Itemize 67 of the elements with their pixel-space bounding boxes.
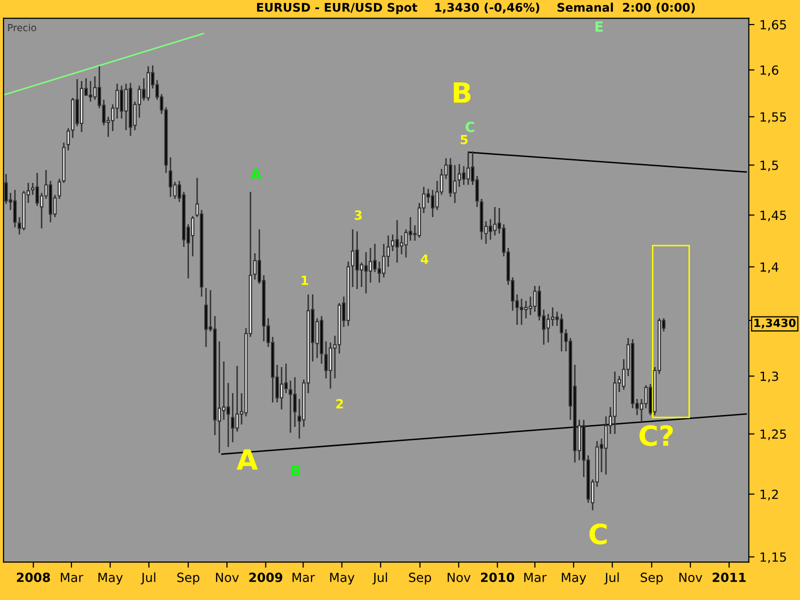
candlestick [58,178,62,200]
annotation: C [589,524,607,545]
x-tick-label: Nov [679,572,702,582]
annotation: E [596,21,603,32]
candlestick [324,340,328,380]
y-tick-label: 1,6 [760,65,778,76]
chart-title: EURUSD - EUR/USD Spot 1,3430 (-0,46%) Semanal 2:00 (0:00) [257,2,695,14]
x-tick-label: Sep [409,572,432,585]
annotation: A [236,449,258,470]
x-tick-label: 2009 [249,572,282,582]
x-tick-label: Mar [60,572,84,582]
candlestick [13,189,17,228]
y-tick-label: 1,65 [760,20,786,31]
x-tick-label: Jul [604,572,619,584]
candlestick [364,251,368,294]
candlestick [328,342,332,390]
candlestick [66,128,70,152]
x-tick-label: 2008 [16,572,50,582]
y-tick-label: 1,2 [760,490,778,500]
x-tick-label: Mar [524,572,547,582]
x-tick-label: May [330,572,354,585]
x-tick-label: Jul [140,572,156,584]
candlestick [88,80,92,102]
y-tick-label: 1,55 [760,112,786,123]
annotation: B [454,82,470,103]
x-tick-label: Sep [640,572,663,585]
candlestick [120,84,124,120]
annotation: 4 [420,254,428,264]
annotation: C? [640,425,673,446]
x-tick-label: Nov [448,572,471,582]
candlestick [604,416,608,476]
x-tick-label: Jul [372,572,387,584]
candlestick [408,216,412,242]
candlestick [520,298,524,326]
annotation: 3 [354,210,362,220]
y-tick-label: 1,25 [760,429,786,440]
y-tick-label: 1,3 [760,372,778,382]
annotation: B [292,465,300,476]
y-tick-label: 1,5 [760,160,778,172]
y-tick-label: 1,45 [760,210,786,222]
x-tick-label: May [98,572,123,585]
candlestick [168,156,172,198]
annotation: C [466,122,474,132]
candlestick [400,234,404,255]
text: 1,3430 [754,318,796,329]
x-tick-label: Nov [216,572,239,582]
candlestick [280,366,284,410]
x-tick-label: Sep [177,572,200,585]
candlestick [288,380,292,434]
candlestick [404,228,408,258]
candlestick [204,287,208,348]
x-tick-label: 2010 [481,572,514,582]
candlestick [368,247,372,284]
x-tick-label: 2011 [712,572,746,582]
annotation: A [250,168,262,179]
annotation: 2 [336,399,343,408]
candlestick [293,376,297,428]
candlestick [458,163,462,188]
annotation: 5 [460,134,468,144]
y-tick-label: 1,4 [760,262,778,274]
y-tick-label: 1,15 [760,552,786,564]
candlestick [488,218,492,240]
annotation: Precio [8,24,36,32]
x-tick-label: May [562,572,586,585]
candlestick [524,300,528,319]
x-tick-label: Mar [292,572,315,582]
annotation: 1 [302,276,308,285]
